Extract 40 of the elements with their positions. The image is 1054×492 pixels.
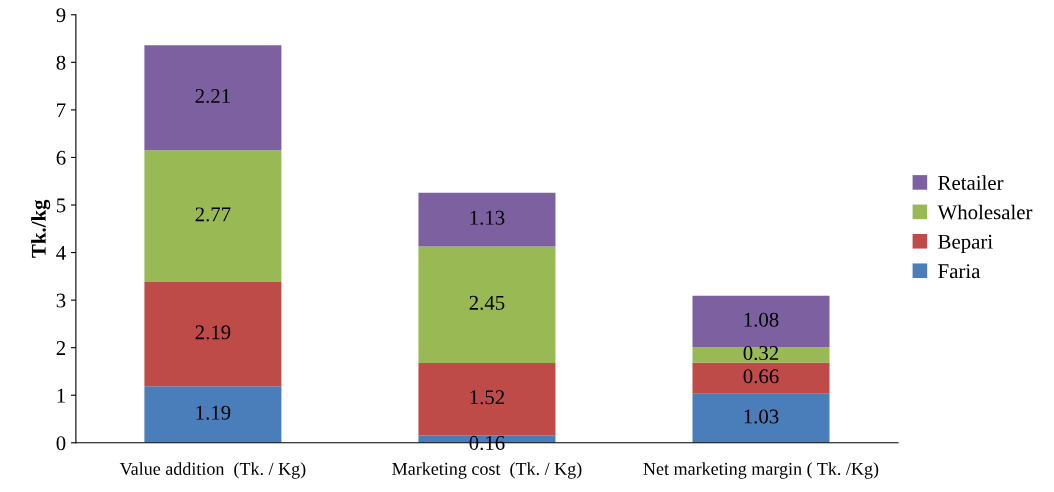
bar xyxy=(692,347,830,363)
data-label: 2.45 xyxy=(469,295,505,310)
bar xyxy=(144,282,282,387)
legend-label: Faria xyxy=(938,264,981,279)
data-label: 1.03 xyxy=(744,409,779,424)
y-tick-label: 7 xyxy=(57,103,66,118)
bar xyxy=(692,295,830,348)
bar xyxy=(144,386,282,443)
data-label: 1.52 xyxy=(470,390,505,405)
x-tick-label: Value addition (Tk. / Kg) xyxy=(119,462,306,479)
data-label: 0.32 xyxy=(743,345,779,361)
legend-label: Retailer xyxy=(938,175,1004,190)
legend-label: Wholesaler xyxy=(937,204,1033,220)
y-tick-label: 0 xyxy=(56,436,66,451)
y-tick-label: 6 xyxy=(56,150,66,165)
data-label: 2.21 xyxy=(195,88,230,104)
bar xyxy=(144,45,282,151)
y-tick-label: 2 xyxy=(56,341,66,355)
bar xyxy=(144,150,282,283)
bar xyxy=(692,362,830,394)
bar xyxy=(692,393,830,443)
data-label: 2.19 xyxy=(195,325,231,340)
bar xyxy=(418,192,556,247)
x-tick-label: Net marketing margin ( Tk. /Kg) xyxy=(643,462,879,479)
x-tick-label: Marketing cost (Tk. / Kg) xyxy=(392,462,582,479)
data-label: 1.13 xyxy=(470,210,505,225)
y-axis-title: Tk./kg xyxy=(31,199,51,258)
y-tick-label: 9 xyxy=(56,8,66,23)
y-tick-label: 8 xyxy=(56,55,66,70)
y-tick-label: 1 xyxy=(57,388,65,403)
y-tick-label: 5 xyxy=(56,198,66,213)
data-label: 0.66 xyxy=(743,369,779,384)
data-label: 1.19 xyxy=(196,405,231,420)
y-tick-label: 3 xyxy=(56,293,66,308)
data-label: 1.08 xyxy=(744,312,779,327)
bar xyxy=(418,246,556,363)
y-tick-label: 4 xyxy=(56,246,66,260)
legend-label: Bepari xyxy=(938,234,993,254)
bar xyxy=(418,362,556,436)
data-label: 2.77 xyxy=(195,207,231,222)
